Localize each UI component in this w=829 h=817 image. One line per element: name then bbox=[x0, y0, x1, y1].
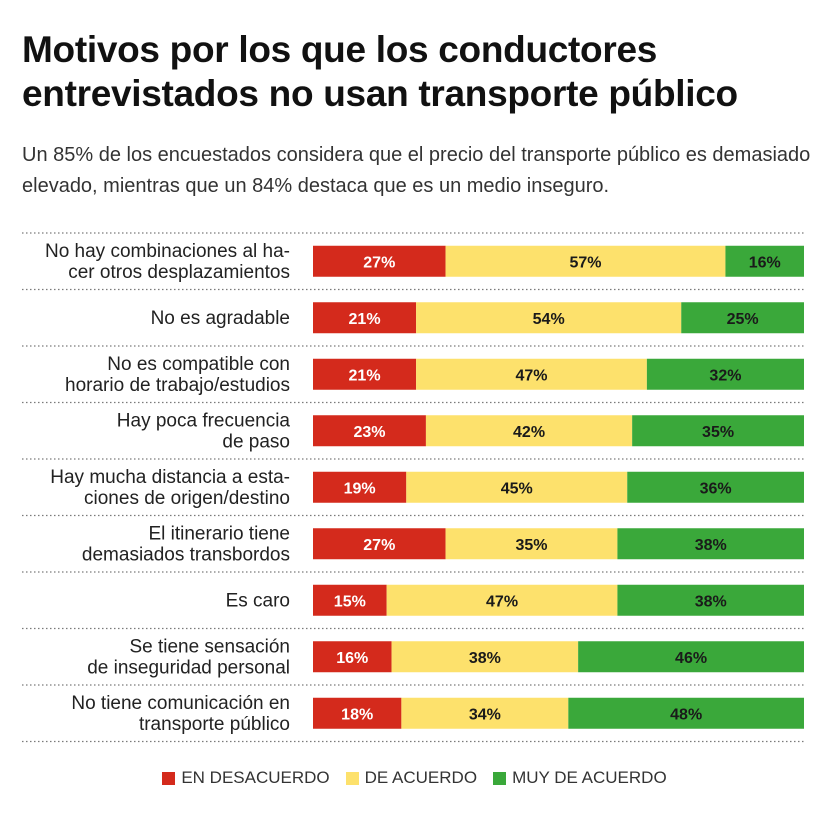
data-label: 32% bbox=[709, 367, 741, 384]
category-label: demasiados transbordos bbox=[82, 544, 290, 565]
legend-label: DE ACUERDO bbox=[364, 768, 478, 787]
bar-segment-muy-de-acuerdo bbox=[646, 358, 804, 390]
category-label: horario de trabajo/estudios bbox=[65, 375, 290, 396]
bar-segment-en-desacuerdo bbox=[313, 584, 387, 616]
bar-segment-muy-de-acuerdo bbox=[617, 584, 804, 616]
legend-item: EN DESACUERDO bbox=[162, 768, 330, 788]
bar-segment-de-acuerdo bbox=[391, 641, 579, 673]
data-label: 16% bbox=[749, 254, 781, 271]
bar-segment-de-acuerdo bbox=[425, 415, 633, 447]
bar-segment-de-acuerdo bbox=[445, 528, 618, 560]
legend-item: MUY DE ACUERDO bbox=[493, 768, 667, 788]
bar-segment-en-desacuerdo bbox=[313, 415, 426, 447]
data-label: 21% bbox=[349, 311, 381, 328]
data-label: 45% bbox=[501, 480, 533, 497]
bar-segment-en-desacuerdo bbox=[313, 358, 417, 390]
category-label: El itinerario tiene bbox=[148, 523, 290, 544]
data-label: 36% bbox=[700, 480, 732, 497]
data-label: 35% bbox=[702, 424, 734, 441]
data-label: 27% bbox=[363, 254, 395, 271]
bar-segment-de-acuerdo bbox=[401, 697, 569, 729]
data-label: 42% bbox=[513, 424, 545, 441]
data-label: 48% bbox=[670, 706, 702, 723]
bar-segment-muy-de-acuerdo bbox=[617, 528, 804, 560]
bar-segment-muy-de-acuerdo bbox=[725, 245, 804, 277]
legend: EN DESACUERDO DE ACUERDO MUY DE ACUERDO bbox=[0, 768, 829, 790]
data-label: 19% bbox=[344, 480, 376, 497]
bar-segment-de-acuerdo bbox=[386, 584, 618, 616]
category-label: cer otros desplazamientos bbox=[68, 262, 290, 283]
bar-segment-muy-de-acuerdo bbox=[681, 302, 804, 334]
category-label: No es compatible con bbox=[107, 354, 290, 375]
category-label: Se tiene sensación bbox=[129, 636, 290, 657]
chart-title: Motivos por los que los conductores entr… bbox=[22, 29, 738, 114]
data-label: 23% bbox=[353, 424, 385, 441]
bar-segment-muy-de-acuerdo bbox=[578, 641, 804, 673]
bar-segment-de-acuerdo bbox=[416, 302, 682, 334]
data-label: 27% bbox=[363, 537, 395, 554]
data-label: 38% bbox=[695, 593, 727, 610]
bar-segment-en-desacuerdo bbox=[313, 697, 402, 729]
bar-segment-de-acuerdo bbox=[445, 245, 726, 277]
bar-segment-en-desacuerdo bbox=[313, 302, 417, 334]
category-label: ciones de origen/destino bbox=[84, 488, 290, 509]
data-label: 47% bbox=[515, 367, 547, 384]
chart-subtitle: Un 85% de los encuestados considera que … bbox=[22, 144, 811, 197]
legend-swatch bbox=[493, 771, 507, 785]
legend-label: MUY DE ACUERDO bbox=[512, 768, 667, 787]
data-label: 38% bbox=[695, 537, 727, 554]
bar-segment-muy-de-acuerdo bbox=[632, 415, 804, 447]
legend-item: DE ACUERDO bbox=[345, 768, 478, 788]
data-label: 15% bbox=[334, 593, 366, 610]
data-label: 47% bbox=[486, 593, 518, 610]
category-label: de paso bbox=[222, 431, 290, 452]
bar-segment-en-desacuerdo bbox=[313, 641, 392, 673]
bar-segment-muy-de-acuerdo bbox=[568, 697, 804, 729]
data-label: 34% bbox=[469, 706, 501, 723]
category-label: Hay poca frecuencia bbox=[117, 410, 291, 431]
bar-segment-en-desacuerdo bbox=[313, 471, 407, 503]
legend-swatch bbox=[162, 771, 176, 785]
bar-segment-muy-de-acuerdo bbox=[627, 471, 804, 503]
data-label: 54% bbox=[533, 311, 565, 328]
data-label: 57% bbox=[569, 254, 601, 271]
data-label: 38% bbox=[469, 650, 501, 667]
data-label: 46% bbox=[675, 650, 707, 667]
bar-segment-en-desacuerdo bbox=[313, 528, 446, 560]
data-label: 18% bbox=[341, 706, 373, 723]
stacked-bar-chart: No hay combinaciones al ha-cer otros des… bbox=[22, 232, 806, 743]
data-label: 35% bbox=[515, 537, 547, 554]
bar-segment-de-acuerdo bbox=[406, 471, 628, 503]
data-label: 25% bbox=[727, 311, 759, 328]
category-label: No hay combinaciones al ha- bbox=[45, 241, 290, 262]
category-label: Hay mucha distancia a esta- bbox=[50, 467, 290, 488]
data-label: 21% bbox=[349, 367, 381, 384]
bar-segment-en-desacuerdo bbox=[313, 245, 446, 277]
category-label: No tiene comunicación en bbox=[71, 693, 290, 714]
category-label: Es caro bbox=[226, 590, 290, 611]
category-label: de inseguridad personal bbox=[87, 657, 290, 678]
bar-segment-de-acuerdo bbox=[416, 358, 647, 390]
legend-swatch bbox=[345, 771, 359, 785]
category-label: transporte público bbox=[139, 714, 290, 735]
legend-label: EN DESACUERDO bbox=[181, 768, 330, 787]
category-label: No es agradable bbox=[151, 308, 290, 329]
data-label: 16% bbox=[336, 650, 368, 667]
